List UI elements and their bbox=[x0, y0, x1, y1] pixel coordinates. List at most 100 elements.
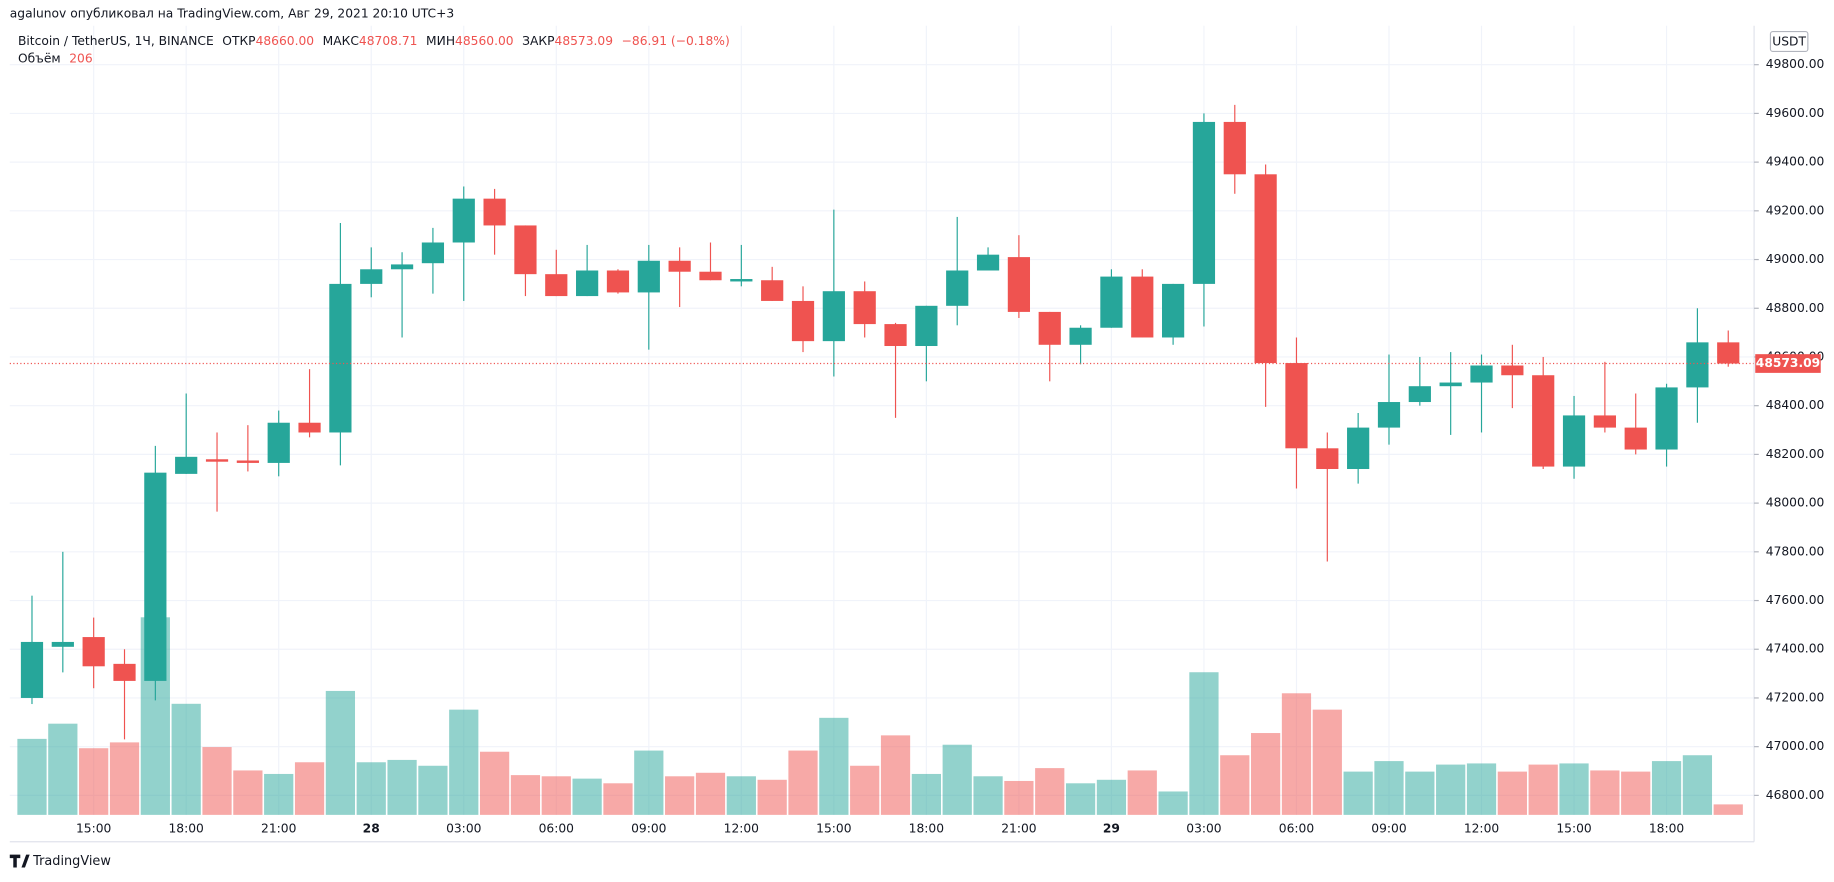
candle-body bbox=[82, 637, 105, 667]
volume-bar bbox=[942, 744, 972, 815]
candle-body bbox=[822, 291, 845, 342]
y-tick-label: 46800.00 bbox=[1766, 788, 1825, 802]
candle-body bbox=[360, 269, 383, 284]
volume-bar bbox=[1127, 770, 1157, 815]
candle-body bbox=[452, 198, 475, 243]
volume-bar bbox=[1651, 761, 1682, 815]
open-value: 48660.00 bbox=[256, 33, 315, 47]
x-tick-label: 03:00 bbox=[1186, 821, 1221, 835]
change: −86.91 (−0.18%) bbox=[622, 33, 730, 47]
y-tick-label: 47400.00 bbox=[1766, 642, 1825, 656]
x-tick-label: 09:00 bbox=[1371, 821, 1406, 835]
candle-body bbox=[1562, 415, 1586, 467]
volume-bar bbox=[819, 717, 849, 815]
candle-body bbox=[1532, 375, 1555, 467]
candle-body bbox=[1624, 427, 1647, 450]
volume-legend: Объём 206 bbox=[18, 51, 93, 65]
candle-body bbox=[1131, 276, 1154, 338]
candle-body bbox=[545, 274, 568, 297]
candle-body bbox=[421, 242, 445, 264]
x-tick-label: 12:00 bbox=[724, 821, 759, 835]
volume-bar bbox=[264, 773, 294, 815]
x-tick-label: 29 bbox=[1103, 821, 1120, 835]
volume-label: Объём bbox=[18, 51, 61, 65]
candle-body bbox=[730, 279, 753, 282]
candle-body bbox=[1686, 342, 1709, 388]
x-tick-label: 06:00 bbox=[1279, 821, 1314, 835]
y-tick-label: 48200.00 bbox=[1766, 447, 1825, 461]
candle-body bbox=[668, 260, 691, 272]
last-price-box bbox=[1755, 354, 1821, 373]
volume-bar bbox=[418, 765, 448, 815]
volume-bar bbox=[1158, 791, 1188, 815]
brand-name: TradingView bbox=[32, 854, 111, 869]
volume-bar bbox=[1189, 672, 1219, 815]
volume-bar bbox=[510, 775, 541, 815]
low-value: 48560.00 bbox=[455, 33, 514, 47]
candle-body bbox=[1593, 415, 1616, 428]
candle-body bbox=[20, 641, 44, 698]
volume-bar bbox=[1251, 733, 1281, 815]
volume-bar bbox=[788, 750, 818, 815]
volume-bar bbox=[109, 742, 140, 815]
y-tick-label: 48000.00 bbox=[1766, 496, 1825, 510]
close-label: ЗАКР bbox=[522, 33, 554, 47]
candle-body bbox=[514, 225, 537, 275]
volume-bar bbox=[1497, 771, 1527, 815]
candle-body bbox=[1038, 311, 1061, 345]
candle-body bbox=[236, 460, 259, 463]
x-tick-label: 15:00 bbox=[1556, 821, 1591, 835]
volume-bar bbox=[17, 738, 47, 815]
candle-body bbox=[853, 291, 876, 325]
x-tick-label: 18:00 bbox=[1649, 821, 1684, 835]
candle-body bbox=[1285, 363, 1308, 449]
x-tick-label: 03:00 bbox=[446, 821, 481, 835]
volume-bar bbox=[1682, 755, 1713, 815]
volume-bar bbox=[233, 770, 263, 815]
volume-bar bbox=[1466, 763, 1497, 815]
volume-bar bbox=[541, 776, 571, 815]
y-tick-label: 48800.00 bbox=[1766, 301, 1825, 315]
candle-layer bbox=[9, 104, 1755, 740]
candle-body bbox=[637, 260, 660, 293]
y-tick-label: 49200.00 bbox=[1766, 203, 1825, 217]
currency-box[interactable] bbox=[1769, 30, 1809, 53]
y-tick-label: 48400.00 bbox=[1766, 398, 1825, 412]
candle-body bbox=[699, 271, 722, 281]
volume-bar bbox=[1312, 709, 1342, 815]
candle-body bbox=[1254, 174, 1277, 364]
x-tick-label: 18:00 bbox=[169, 821, 204, 835]
volume-bar bbox=[449, 709, 479, 815]
candle-body bbox=[390, 264, 414, 270]
candle-body bbox=[606, 270, 630, 293]
x-tick-label: 21:00 bbox=[1001, 821, 1036, 835]
volume-bar bbox=[973, 776, 1003, 815]
volume-layer bbox=[17, 617, 1743, 815]
volume-bar bbox=[757, 779, 787, 815]
volume-bar bbox=[1528, 764, 1558, 815]
y-tick-label: 49400.00 bbox=[1766, 155, 1825, 169]
volume-bar bbox=[911, 773, 941, 815]
symbol: Bitcoin / TetherUS, 1Ч, BINANCE bbox=[18, 33, 214, 47]
volume-bar bbox=[1713, 804, 1743, 815]
x-tick-label: 28 bbox=[363, 821, 380, 835]
volume-bar bbox=[325, 690, 356, 815]
volume-bar bbox=[1096, 779, 1127, 815]
candle-body bbox=[1007, 257, 1031, 312]
legend-line: Bitcoin / TetherUS, 1Ч, BINANCE ОТКР4866… bbox=[18, 33, 730, 47]
x-tick-label: 15:00 bbox=[816, 821, 851, 835]
candle-body bbox=[1408, 386, 1431, 403]
y-tick-label: 47000.00 bbox=[1766, 739, 1825, 753]
candle-body bbox=[1470, 365, 1493, 383]
currency[interactable]: USDT bbox=[1772, 35, 1806, 49]
close-value: 48573.09 bbox=[555, 33, 614, 47]
volume-bar bbox=[356, 762, 386, 815]
candle-body bbox=[205, 459, 229, 462]
candle-body bbox=[1655, 387, 1678, 450]
x-tick-label: 09:00 bbox=[631, 821, 666, 835]
candle-body bbox=[113, 663, 136, 681]
candle-body bbox=[1100, 276, 1123, 328]
low-label: МИН bbox=[426, 33, 455, 47]
